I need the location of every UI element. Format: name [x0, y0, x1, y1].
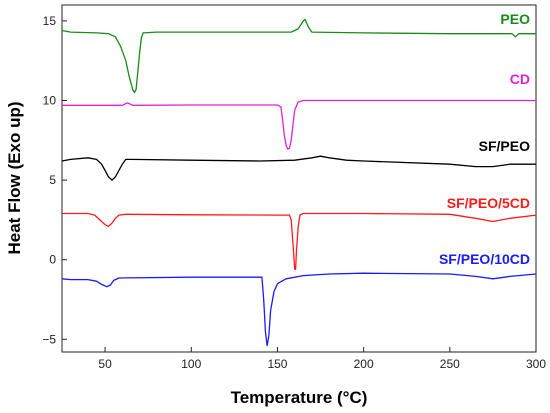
plot-area-frame	[61, 4, 537, 353]
series-label: CD	[510, 71, 530, 87]
series-label: SF/PEO	[479, 138, 530, 154]
x-tick-label: 100	[181, 357, 201, 371]
x-axis-title: Temperature (°C)	[231, 388, 368, 407]
y-axis-title: Heat Flow (Exo up)	[5, 102, 24, 255]
series-label: SF/PEO/5CD	[447, 195, 530, 211]
y-tick-label: 10	[43, 94, 57, 108]
y-axis-ticks: −5 0 5 10 15	[42, 14, 67, 346]
x-tick-label: 150	[267, 357, 287, 371]
series-line-cd	[62, 99, 536, 150]
series-line-peo	[61, 18, 536, 94]
series-labels: PEO CD SF/PEO SF/PEO/5CD SF/PEO/10CD	[439, 11, 530, 267]
y-tick-label: 15	[43, 14, 57, 28]
y-tick-label: 0	[49, 253, 56, 267]
y-tick-label: 5	[49, 173, 56, 187]
x-tick-label: 200	[354, 357, 374, 371]
x-axis-ticks: 50 100 150 200 250 300	[98, 347, 546, 371]
series-line-sf-peo-10cd	[61, 272, 537, 347]
y-tick-label: −5	[42, 332, 56, 346]
x-tick-label: 300	[526, 357, 546, 371]
x-tick-label: 50	[98, 357, 112, 371]
series-lines	[61, 18, 537, 347]
series-label: SF/PEO/10CD	[439, 251, 530, 267]
x-tick-label: 250	[440, 357, 460, 371]
series-label: PEO	[500, 11, 530, 27]
series-line-sf-peo-5cd	[62, 212, 537, 270]
series-line-sf-peo	[61, 155, 536, 181]
